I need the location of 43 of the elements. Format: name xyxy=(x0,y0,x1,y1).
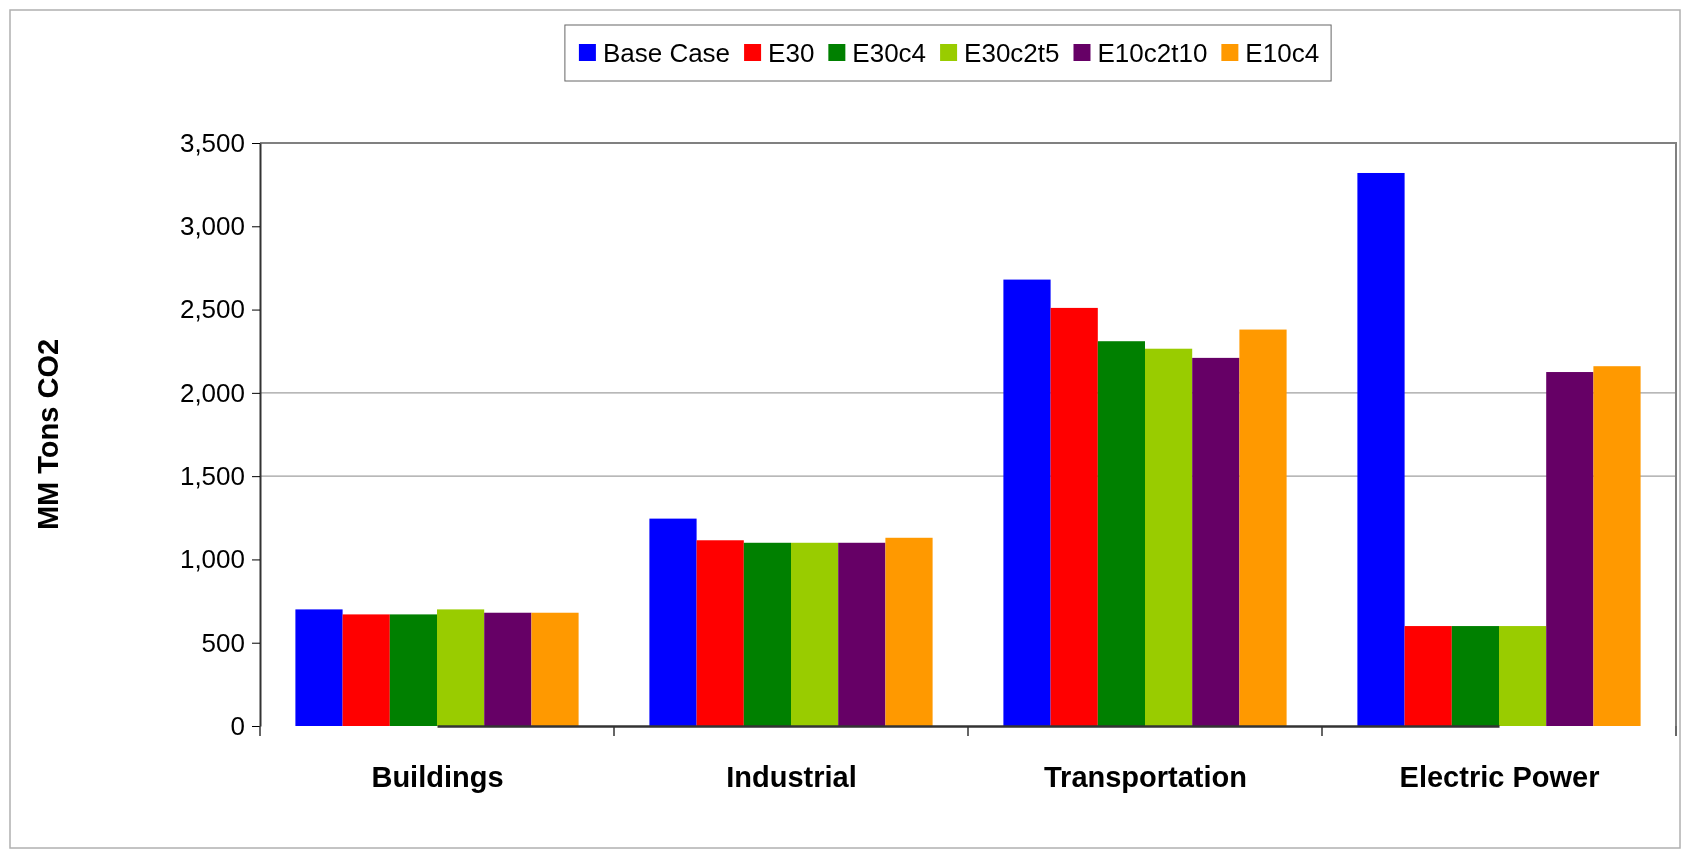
bar xyxy=(1003,279,1051,726)
bar xyxy=(791,542,839,726)
x-tick-label: Transportation xyxy=(1043,760,1248,793)
legend-label: Base Case xyxy=(602,38,731,69)
y-tick-label: 2,000 xyxy=(179,377,245,408)
y-tick-label: 1,500 xyxy=(179,460,245,491)
bar xyxy=(295,609,343,726)
legend-label: E30c4 xyxy=(852,38,927,69)
x-tick-label: Buildings xyxy=(371,760,504,793)
y-tick-label: 500 xyxy=(201,627,245,658)
y-tick-label: 2,500 xyxy=(179,294,245,325)
bar xyxy=(1404,626,1452,726)
bar xyxy=(1145,348,1193,726)
bar xyxy=(1593,366,1641,726)
y-tick-label: 1,000 xyxy=(179,544,245,575)
legend-label: E10c4 xyxy=(1245,38,1320,69)
bar xyxy=(1050,307,1098,726)
bar xyxy=(1239,329,1287,726)
legend-label: E30c2t5 xyxy=(964,38,1060,69)
bar xyxy=(1451,626,1499,726)
legend-label: E10c2t10 xyxy=(1097,38,1208,69)
bar xyxy=(1499,626,1547,726)
bar xyxy=(696,540,744,726)
x-tick-label: Industrial xyxy=(726,760,857,793)
y-axis-title: MM Tons CO2 xyxy=(32,338,64,531)
y-tick-label: 0 xyxy=(230,710,245,741)
bar xyxy=(437,609,485,726)
bar xyxy=(1546,372,1594,726)
bar xyxy=(838,542,886,726)
bar xyxy=(389,614,437,726)
bar xyxy=(484,612,532,726)
bar xyxy=(342,614,390,726)
y-tick-label: 3,000 xyxy=(179,211,245,242)
bar xyxy=(885,537,933,726)
y-tick-label: 3,500 xyxy=(179,127,245,158)
bar xyxy=(531,612,579,726)
bar xyxy=(649,518,697,726)
bar xyxy=(743,542,791,726)
bar xyxy=(1097,341,1145,726)
legend-label: E30 xyxy=(768,38,815,69)
bar xyxy=(1357,172,1405,726)
x-tick-label: Electric Power xyxy=(1399,760,1600,793)
bar xyxy=(1192,357,1240,726)
